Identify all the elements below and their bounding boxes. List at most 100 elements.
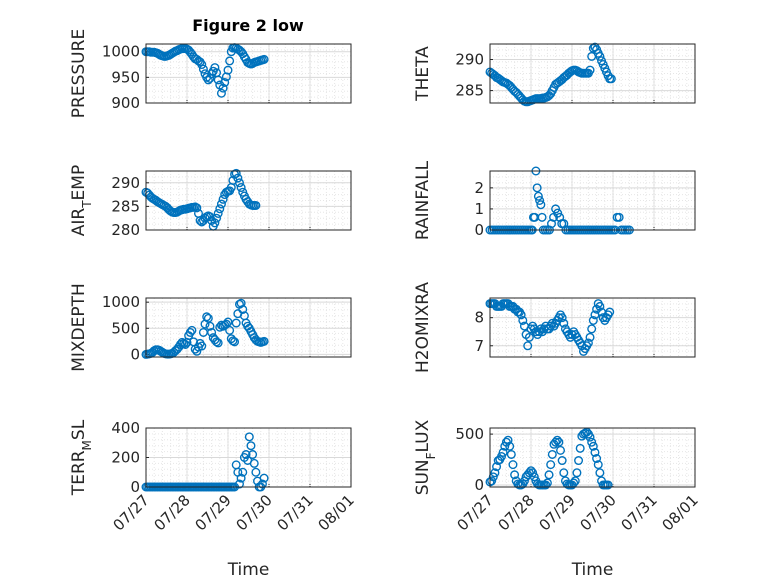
data-point	[496, 451, 506, 461]
y-axis-label: H2OMIXRA	[413, 282, 433, 373]
data-point	[492, 462, 502, 472]
axes-box	[489, 170, 696, 231]
data-point	[537, 212, 547, 222]
y-tick-label: 0	[474, 221, 484, 239]
panel-h2omixra: 7 8 H2OMIXRA	[413, 282, 696, 373]
data-point	[257, 479, 267, 489]
data-point	[592, 454, 602, 464]
data-point	[225, 56, 235, 66]
data-point	[490, 468, 500, 478]
data-point	[202, 312, 212, 322]
data-point	[547, 219, 557, 229]
data-point	[234, 178, 244, 188]
data-point	[595, 468, 605, 478]
axes-box	[145, 297, 352, 358]
data-point	[215, 204, 225, 214]
y-tick-label: 280	[111, 221, 140, 239]
data-point	[207, 327, 217, 337]
panel-theta: 285 290 THETA	[413, 42, 696, 107]
data-point	[553, 208, 563, 218]
data-point	[259, 336, 269, 346]
data-point	[251, 467, 261, 477]
axes-box	[145, 170, 352, 231]
data-point	[236, 298, 246, 308]
y-tick-label: 500	[455, 425, 484, 443]
x-axis-label: Time	[227, 560, 270, 580]
data-point	[588, 441, 598, 451]
data-point	[195, 216, 205, 226]
data-point	[210, 63, 220, 73]
data-point	[223, 65, 233, 75]
data-point	[192, 203, 202, 213]
data-point	[233, 173, 243, 183]
figure-title: Figure 2 low	[192, 16, 304, 35]
axes-box	[489, 43, 696, 104]
data-point	[605, 307, 615, 317]
data-point	[510, 470, 520, 480]
data-point	[536, 200, 546, 210]
y-tick-label: 0	[130, 345, 140, 363]
y-tick-label: 950	[111, 68, 140, 86]
data-point	[228, 336, 238, 346]
data-point	[603, 480, 613, 490]
data-point	[551, 204, 561, 214]
data-point	[555, 212, 565, 222]
data-point	[535, 195, 545, 205]
data-point	[585, 332, 595, 342]
data-point	[213, 338, 223, 348]
data-point	[185, 327, 195, 337]
data-point	[595, 51, 605, 61]
data-point	[546, 460, 556, 470]
data-point	[212, 213, 222, 223]
data-point	[213, 208, 223, 218]
data-point	[187, 325, 197, 335]
axes-box	[489, 427, 696, 488]
data-point	[572, 468, 582, 478]
data-point	[238, 304, 248, 314]
data-point	[488, 472, 498, 482]
data-point	[533, 191, 543, 201]
data-point	[606, 74, 616, 84]
data-point	[241, 450, 251, 460]
axes-box	[145, 43, 352, 104]
y-tick-label: 285	[111, 197, 140, 215]
data-point	[231, 318, 241, 328]
data-point	[574, 456, 584, 466]
panel-air_temp: 280 285 290 AIRTEMP	[69, 165, 352, 239]
panel-pressure: 900 950 1000 PRESSURE	[69, 29, 352, 118]
data-point	[557, 313, 567, 323]
y-tick-label: 7	[474, 337, 484, 355]
data-point	[248, 450, 258, 460]
data-point	[216, 88, 226, 98]
data-point	[230, 337, 240, 347]
panel-rainfall: 0 1 2 RAINFALL	[413, 160, 696, 240]
data-point	[556, 445, 566, 455]
data-point	[516, 310, 526, 320]
data-point	[593, 460, 603, 470]
data-point	[528, 468, 538, 478]
data-point	[590, 447, 600, 457]
data-point	[551, 437, 561, 447]
y-tick-label: 2	[474, 179, 484, 197]
data-point	[585, 432, 595, 442]
data-point	[205, 73, 215, 83]
data-point	[523, 341, 533, 351]
data-point	[198, 64, 208, 74]
data-point	[236, 183, 246, 193]
data-point	[223, 317, 233, 327]
data-point	[234, 479, 244, 489]
y-axis-label: SUNFLUX	[413, 419, 438, 495]
y-axis-label: AIRTEMP	[69, 165, 94, 236]
data-point	[529, 472, 539, 482]
y-tick-label: 1	[474, 200, 484, 218]
data-point	[238, 467, 248, 477]
data-point	[220, 77, 230, 87]
data-point	[225, 325, 235, 335]
axes-box	[489, 297, 696, 358]
data-point	[587, 437, 597, 447]
data-point	[503, 435, 513, 445]
data-point	[212, 337, 222, 347]
y-tick-label: 500	[111, 319, 140, 337]
data-point	[244, 432, 254, 442]
panel-mixdepth: 0 500 1000 MIXDEPTH	[69, 283, 352, 372]
